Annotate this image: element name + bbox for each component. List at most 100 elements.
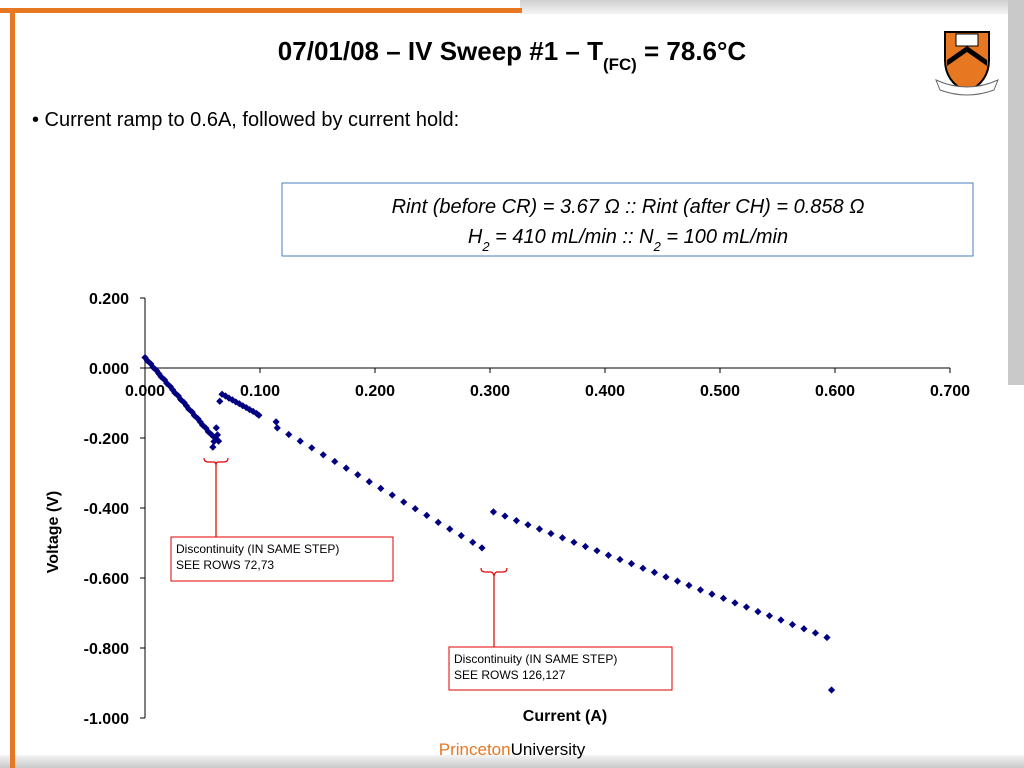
point (166, 382, 174, 391)
point (593, 547, 601, 555)
point (163, 379, 171, 387)
x-tick-label: 0.300 (470, 383, 510, 400)
point (182, 402, 190, 410)
y-tick-label: -0.400 (84, 501, 129, 518)
point (242, 403, 250, 412)
x-tick-label: 0.600 (815, 383, 855, 400)
point (354, 471, 362, 479)
point (469, 538, 477, 546)
point (604, 551, 613, 559)
point (742, 603, 751, 611)
point (719, 594, 728, 602)
annotation-box (448, 646, 673, 691)
point (255, 411, 263, 419)
point (180, 399, 188, 407)
shadow-right (1008, 0, 1024, 385)
point (296, 437, 304, 445)
y-tick-label: -1.000 (84, 711, 129, 728)
y-tick-label: 0.200 (89, 291, 129, 308)
shadow-top (520, 0, 1024, 14)
point (212, 424, 220, 432)
point (331, 457, 339, 466)
point (827, 686, 836, 694)
text-run: = 100 mL/min (661, 226, 788, 248)
point (249, 407, 257, 415)
point (171, 389, 179, 397)
point (800, 625, 808, 633)
point (188, 408, 196, 416)
point (411, 505, 419, 513)
logo (935, 31, 999, 96)
annotation-text: Discontinuity (IN SAME STEP) (176, 542, 339, 556)
y-tick-label: -0.600 (84, 571, 129, 588)
x-axis-label: Current (A) (523, 708, 607, 725)
point (616, 555, 624, 564)
point (673, 577, 682, 585)
point (215, 437, 223, 445)
point (246, 406, 254, 414)
point (731, 599, 739, 607)
point (198, 421, 207, 429)
point (662, 573, 670, 581)
title: 07/01/08 – IV Sweep #1 – T(FC) = 78.6°C (278, 36, 747, 74)
point (639, 564, 647, 572)
point (196, 418, 204, 426)
point (272, 418, 280, 426)
point (149, 363, 157, 371)
info-line: H2 = 410 mL/min :: N2 = 100 mL/min (468, 226, 788, 254)
point (308, 444, 316, 452)
bullet: • Current ramp to 0.6A, followed by curr… (32, 109, 459, 131)
info-box (281, 182, 974, 257)
annotation-text: SEE ROWS 72,73 (176, 558, 274, 572)
point (147, 360, 155, 368)
point (285, 430, 293, 439)
point (319, 451, 327, 459)
point (627, 560, 636, 568)
y-tick-label: -0.200 (84, 431, 129, 448)
text-run: H (468, 226, 483, 248)
point (273, 424, 281, 432)
border-top (0, 8, 522, 13)
y-tick-label: -0.800 (84, 641, 129, 658)
point (581, 542, 590, 551)
point (524, 521, 532, 529)
point (558, 534, 567, 542)
x-tick-label: 0.700 (930, 383, 970, 400)
point (155, 370, 163, 378)
point (434, 518, 442, 526)
point (650, 568, 659, 576)
point (342, 464, 350, 472)
point (225, 394, 233, 402)
point (400, 498, 408, 506)
point (777, 616, 785, 624)
x-tick-label: 0.400 (585, 383, 625, 400)
point (388, 491, 396, 499)
footer-princeton: Princeton (439, 740, 511, 759)
y-tick-label: 0.000 (89, 361, 129, 378)
point (685, 581, 693, 589)
text-run: = 410 mL/min :: N (490, 226, 655, 248)
point (423, 511, 431, 519)
text-run: = 78.6°C (637, 36, 747, 66)
point (208, 431, 216, 439)
point (377, 484, 385, 492)
point (239, 402, 247, 410)
point (190, 412, 199, 420)
point (788, 620, 797, 629)
text-run: Rint (before CR) = 3.67 Ω :: Rint (after… (392, 196, 865, 218)
y-axis-label: Voltage (V) (45, 491, 62, 573)
point (143, 357, 151, 365)
point (512, 517, 521, 525)
footer-university: University (511, 740, 586, 759)
subscript: (FC) (603, 55, 637, 74)
text-run: 07/01/08 – IV Sweep #1 – T (278, 36, 603, 66)
point (489, 508, 498, 516)
point (365, 478, 373, 486)
point (216, 397, 224, 405)
point (765, 612, 774, 620)
info-line: Rint (before CR) = 3.67 Ω :: Rint (after… (392, 196, 865, 218)
point (209, 443, 217, 451)
point (811, 629, 820, 637)
point (478, 544, 486, 552)
